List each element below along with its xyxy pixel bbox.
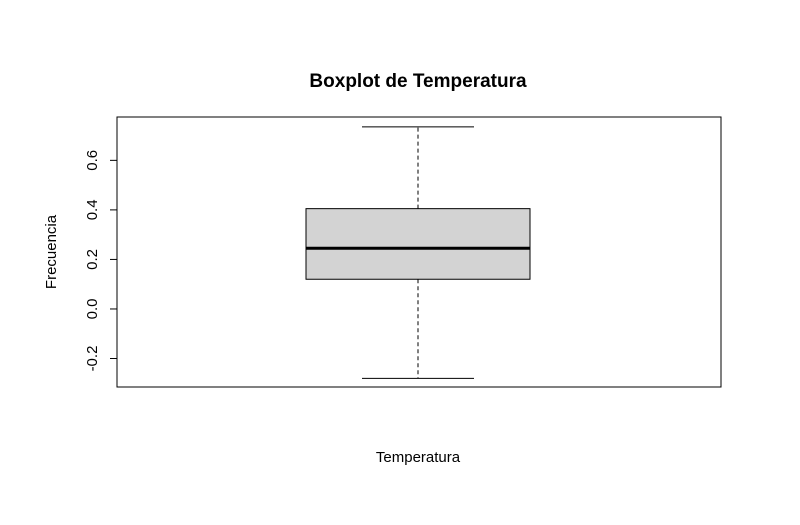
- x-axis-label: Temperatura: [376, 449, 461, 466]
- chart-title: Boxplot de Temperatura: [309, 71, 527, 92]
- y-axis: -0.2 0.0 0.2 0.4 0.6: [84, 150, 118, 372]
- iqr-box: [305, 208, 531, 280]
- y-tick-label: 0.2: [84, 249, 101, 270]
- y-tick-label: 0.4: [84, 199, 101, 220]
- y-tick-label: 0.0: [84, 299, 101, 320]
- box-group: [305, 126, 531, 379]
- y-axis-label: Frecuencia: [43, 214, 60, 289]
- y-tick-label: 0.6: [84, 150, 101, 171]
- y-tick-label: -0.2: [84, 346, 101, 372]
